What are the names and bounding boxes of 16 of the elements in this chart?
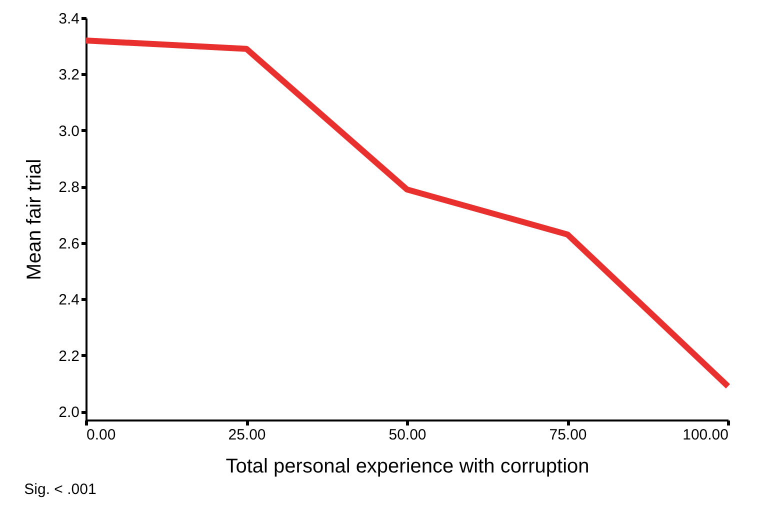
x-tick-label: 0.00 — [86, 426, 116, 444]
x-tick-label: 75.00 — [549, 426, 587, 444]
y-tick-label: 3.0 — [58, 122, 80, 140]
x-tick-label: 25.00 — [228, 426, 266, 444]
y-tick-label: 2.4 — [58, 292, 80, 309]
y-tick-label: 3.4 — [58, 10, 80, 28]
y-axis-title: Mean fair trial — [24, 158, 46, 280]
y-tick-label: 2.0 — [58, 404, 80, 422]
y-tick-label: 2.8 — [58, 179, 80, 196]
text: Sig. < .001 — [24, 481, 96, 498]
x-tick-label: 100.00 — [682, 426, 728, 444]
x-tick-label: 50.00 — [388, 426, 426, 444]
y-tick-label: 3.2 — [58, 66, 80, 84]
y-tick-label: 2.6 — [58, 235, 80, 252]
x-axis-title: Total personal experience with corruption — [226, 456, 590, 478]
y-tick-label: 2.2 — [58, 348, 80, 365]
